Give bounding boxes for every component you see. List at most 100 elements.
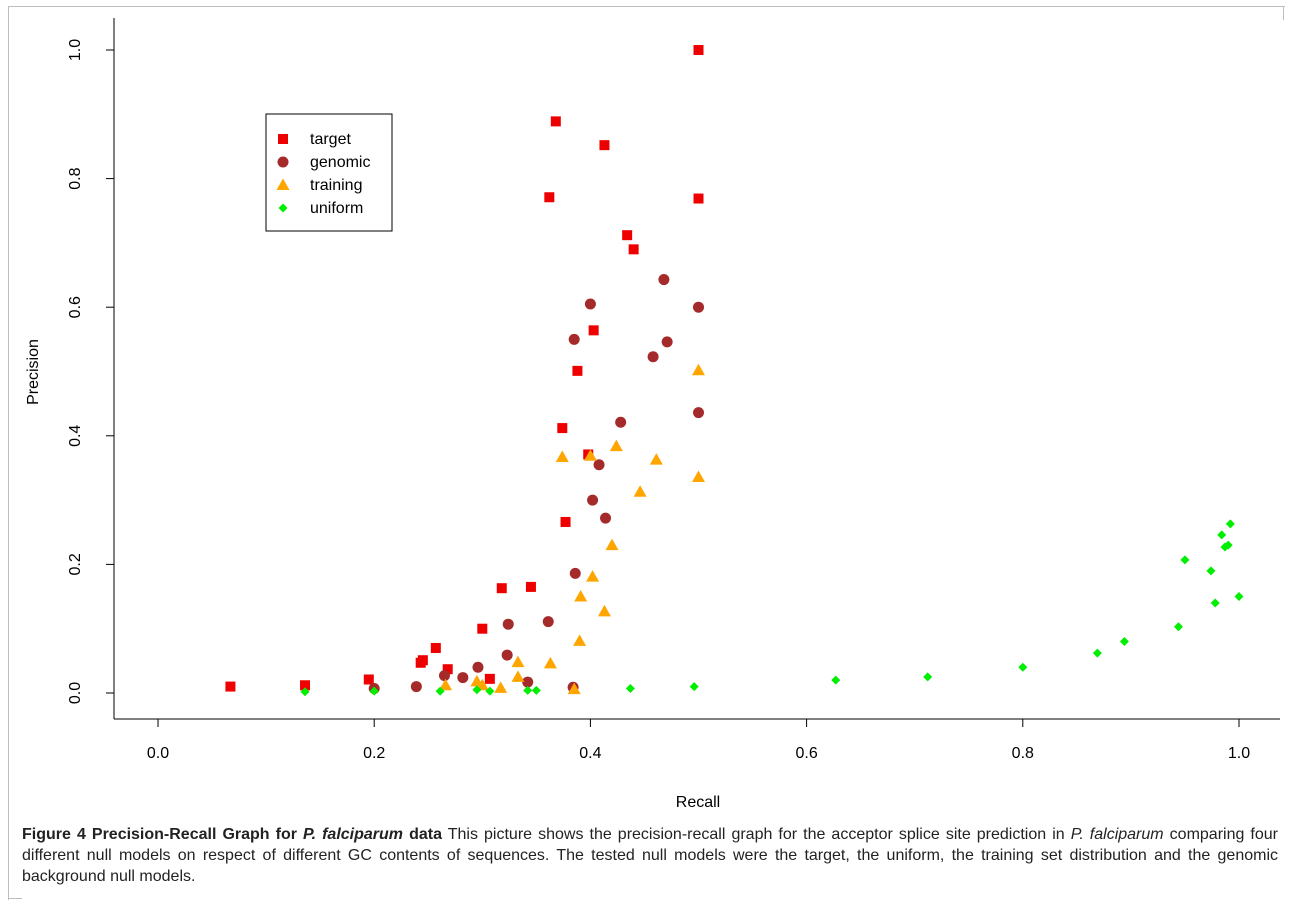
training-point	[555, 450, 569, 463]
target-point	[693, 193, 704, 204]
genomic-point	[568, 333, 580, 345]
uniform-point	[1173, 622, 1183, 632]
caption-lead-italic: P. falciparum	[303, 826, 404, 843]
figure-caption: Figure 4 Precision-Recall Graph for P. f…	[22, 824, 1278, 887]
y-tick-label: 0.6	[67, 296, 84, 318]
genomic-point	[410, 681, 422, 693]
uniform-point	[1223, 540, 1233, 550]
target-point	[557, 423, 568, 434]
target-point	[484, 673, 495, 684]
target-point	[693, 45, 704, 55]
precision-recall-chart: 0.0 0.2 0.4 0.6 0.8 1.0 0.0 0.2 0.4 0.6 0.8 1.0 Re…	[25, 18, 1280, 811]
x-tick-label: 0.4	[579, 745, 601, 762]
genomic-point	[647, 351, 659, 363]
uniform-point	[1119, 637, 1129, 647]
uniform-point	[1206, 566, 1216, 576]
legend-marker-uniform	[278, 203, 288, 213]
genomic-point	[658, 274, 670, 286]
genomic-point	[615, 416, 627, 428]
uniform-point	[523, 685, 533, 695]
training-point	[609, 439, 623, 452]
target-point	[550, 116, 561, 127]
training-point	[475, 678, 489, 691]
x-tick-label: 0.6	[795, 745, 817, 762]
y-tick-label: 0.8	[67, 167, 84, 189]
genomic-point	[457, 672, 469, 684]
genomic-point	[593, 459, 605, 471]
caption-body-italic: P. falciparum	[1070, 826, 1164, 843]
legend-label-uniform: uniform	[310, 200, 363, 217]
training-point	[586, 570, 600, 582]
training-point	[573, 634, 587, 646]
legend-marker-training	[276, 178, 290, 190]
uniform-point	[1018, 662, 1028, 672]
target-point	[430, 642, 441, 653]
genomic-point	[584, 298, 596, 310]
training-point	[511, 655, 525, 668]
uniform-point	[1180, 555, 1190, 565]
frame-corner-bottom	[8, 898, 22, 899]
y-tick-label: 0.0	[67, 682, 84, 704]
target-point	[496, 583, 507, 594]
uniform-point	[1234, 592, 1244, 602]
uniform-point	[1210, 598, 1220, 608]
training-point	[605, 538, 619, 551]
series-target	[225, 45, 704, 692]
target-point	[622, 230, 633, 241]
caption-body-2: comparing four different null models on …	[22, 826, 1279, 885]
genomic-point	[569, 567, 581, 579]
genomic-point	[542, 616, 554, 628]
x-axis-label: Recall	[676, 794, 720, 811]
frame-corner-right	[1283, 6, 1284, 20]
training-point	[597, 604, 611, 617]
target-point	[628, 244, 639, 255]
uniform-point	[369, 686, 379, 696]
legend-marker-target	[278, 134, 288, 144]
legend-marker-genomic	[277, 156, 289, 168]
uniform-point	[1225, 519, 1235, 529]
x-tick-label: 0.8	[1012, 745, 1034, 762]
uniform-point	[485, 686, 495, 696]
target-point	[225, 681, 236, 692]
x-tick-label: 1.0	[1228, 745, 1250, 762]
genomic-point	[600, 512, 612, 524]
target-point	[477, 623, 488, 634]
training-point	[633, 485, 647, 497]
legend-label-training: training	[310, 177, 362, 194]
genomic-point	[587, 494, 599, 506]
target-point	[525, 581, 536, 592]
series-genomic	[368, 274, 704, 694]
uniform-point	[1092, 648, 1102, 658]
target-point	[599, 140, 610, 151]
series-training	[439, 363, 705, 695]
uniform-point	[300, 687, 310, 697]
training-point	[567, 682, 581, 695]
legend: target genomic training uniform	[265, 113, 393, 232]
caption-body-1: This picture shows the precision-recall …	[441, 826, 1071, 843]
caption-lead-suffix: data	[403, 826, 442, 843]
target-point	[560, 516, 571, 527]
training-point	[692, 363, 705, 376]
genomic-point	[438, 670, 450, 682]
series-uniform	[300, 519, 1244, 697]
training-point	[511, 670, 525, 682]
uniform-point	[435, 686, 445, 696]
genomic-point	[661, 336, 673, 348]
legend-label-target: target	[310, 131, 351, 148]
y-tick-label: 0.2	[67, 553, 84, 575]
target-point	[417, 655, 428, 666]
training-point	[649, 453, 663, 465]
uniform-point	[531, 685, 541, 695]
training-point	[574, 590, 588, 602]
genomic-point	[472, 661, 484, 673]
data-points	[225, 45, 1244, 697]
genomic-point	[502, 618, 514, 630]
y-tick-label: 0.4	[67, 425, 84, 447]
caption-lead: Figure 4 Precision-Recall Graph for P. f…	[22, 826, 442, 843]
genomic-point	[522, 676, 534, 688]
training-point	[692, 470, 705, 482]
genomic-point	[501, 649, 513, 661]
target-point	[588, 325, 599, 336]
uniform-point	[923, 672, 933, 682]
genomic-point	[693, 407, 704, 419]
